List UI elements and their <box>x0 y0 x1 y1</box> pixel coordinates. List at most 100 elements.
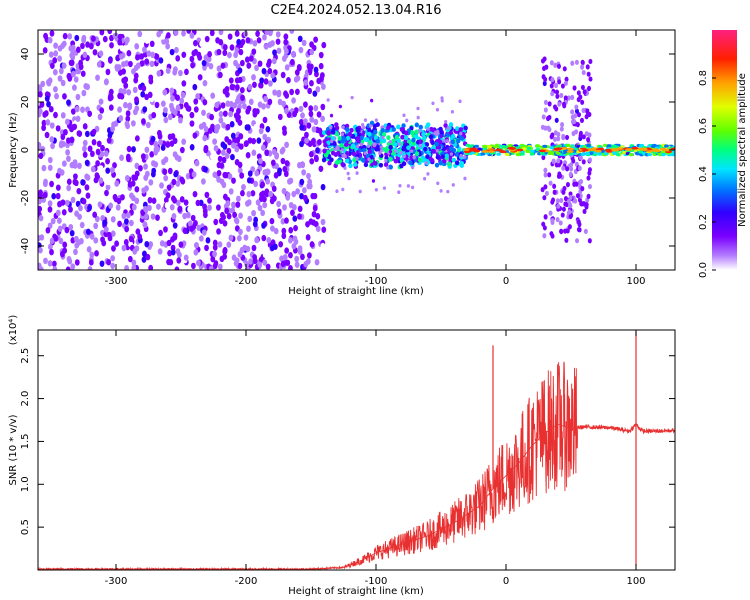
spectrogram-cell <box>229 44 235 51</box>
spectrogram-cell <box>604 148 612 152</box>
spectrogram-cell <box>262 133 268 141</box>
spectrogram-cell <box>49 122 55 129</box>
spectrogram-cell <box>252 40 258 47</box>
spectrogram-cell <box>352 162 358 167</box>
spectrogram-cell <box>386 135 391 141</box>
spectrogram-cell <box>202 99 208 106</box>
spectrogram-cell <box>228 110 233 118</box>
spectrogram-cell <box>664 144 669 148</box>
spectrogram-cell <box>296 63 302 71</box>
spectrogram-cell <box>391 127 397 132</box>
spectrogram-cell <box>226 212 232 220</box>
spectrogram-cell <box>57 55 63 62</box>
spectrogram-cell <box>193 48 199 56</box>
spectrogram-cell <box>47 156 53 164</box>
spectrogram-cell <box>43 257 48 265</box>
spectrogram-cell <box>102 219 107 227</box>
spectrogram-cell <box>257 204 263 212</box>
spectrogram-cell <box>282 204 287 211</box>
spectrogram-cell <box>213 218 219 226</box>
spectrogram-cell <box>124 265 130 270</box>
spectrogram-cell <box>230 153 235 161</box>
spectrogram-cell <box>192 132 198 139</box>
spectrogram-cell <box>239 59 245 67</box>
spectrogram-cell <box>131 146 136 153</box>
spectrogram-cell <box>224 85 230 93</box>
spectrogram-cell <box>175 199 181 207</box>
spectrogram-cell <box>43 32 48 40</box>
spectrogram-cell <box>153 161 159 168</box>
spectrogram-cell <box>52 57 58 64</box>
spectrogram-cell <box>260 209 266 217</box>
spectrogram-cell <box>247 215 253 223</box>
spectrogram-cell <box>529 149 535 153</box>
spectrogram-cell <box>242 103 247 110</box>
spectrogram-cell <box>51 260 57 267</box>
spectrogram-cell <box>76 187 82 195</box>
spectrogram-cell <box>287 178 292 185</box>
snr-frame <box>37 329 676 571</box>
spectrogram-cell <box>65 266 71 270</box>
spectrogram-cell <box>363 118 368 122</box>
spectrogram-xtick-label: 100 <box>626 276 645 287</box>
spectrogram-cell <box>73 179 79 187</box>
spectrogram-cell <box>660 153 666 157</box>
spectrogram-cell <box>566 150 574 153</box>
spectrogram-cell <box>177 205 183 212</box>
spectrogram-cell <box>165 32 171 39</box>
spectrogram-cell <box>474 144 479 148</box>
spectrogram-cell <box>82 123 88 130</box>
spectrogram-cell <box>58 67 64 75</box>
spectrogram-cell <box>541 154 546 161</box>
spectrogram-cell <box>85 174 91 181</box>
spectrogram-cell <box>72 84 77 91</box>
spectrogram-cell <box>38 91 43 98</box>
spectrogram-cell <box>93 222 99 230</box>
spectrogram-cell <box>291 50 296 58</box>
spectrogram-cell <box>170 236 175 243</box>
spectrogram-cell <box>133 72 139 80</box>
spectrogram-cell <box>556 158 561 164</box>
spectrogram-cell <box>235 195 241 202</box>
spectrogram-cell <box>66 99 71 106</box>
spectrogram-cell <box>248 258 254 265</box>
spectrogram-cell <box>371 179 376 183</box>
spectrogram-cell <box>396 124 401 130</box>
spectrogram-cell <box>38 262 42 270</box>
spectrogram-cell <box>572 118 577 125</box>
spectrogram-cell <box>248 98 254 106</box>
spectrogram-cell <box>401 123 406 129</box>
spectrogram-cell <box>309 116 315 123</box>
spectrogram-cell <box>126 155 131 163</box>
spectrogram-cell <box>44 95 50 102</box>
spectrogram-cell <box>341 125 345 130</box>
spectrogram-cell <box>118 53 124 60</box>
spectrogram-cell <box>199 40 205 47</box>
spectrogram-cell <box>321 226 327 233</box>
spectrogram-cell <box>172 222 178 229</box>
spectrogram-cell <box>300 112 305 119</box>
spectrogram-cell <box>568 171 573 178</box>
spectrogram-cell <box>446 189 450 194</box>
spectrogram-cell <box>201 59 207 67</box>
spectrogram-cell <box>69 59 75 66</box>
spectrogram-cell <box>104 78 109 85</box>
spectrogram-cell <box>420 142 426 148</box>
snr-xlabel: Height of straight line (km) <box>288 586 424 597</box>
spectrogram-cell <box>215 37 220 44</box>
spectrogram-cell <box>284 247 290 254</box>
spectrogram-cell <box>170 249 176 256</box>
spectrogram-cell <box>557 79 562 85</box>
colorbar-axes: 0.0 0.2 0.4 0.6 0.8 <box>698 70 716 278</box>
spectrogram-cell <box>123 239 129 246</box>
spectrogram-cell <box>281 227 287 235</box>
spectrogram-cell <box>41 124 47 132</box>
spectrogram-cell <box>672 150 675 154</box>
spectrogram-cell <box>299 140 304 148</box>
spectrogram-cell <box>151 197 157 204</box>
spectrogram-cell <box>299 192 304 200</box>
spectrogram-cell <box>53 42 59 49</box>
spectrogram-cell <box>440 154 445 160</box>
spectrogram-cell <box>84 130 90 138</box>
spectrogram-cell <box>45 119 51 126</box>
